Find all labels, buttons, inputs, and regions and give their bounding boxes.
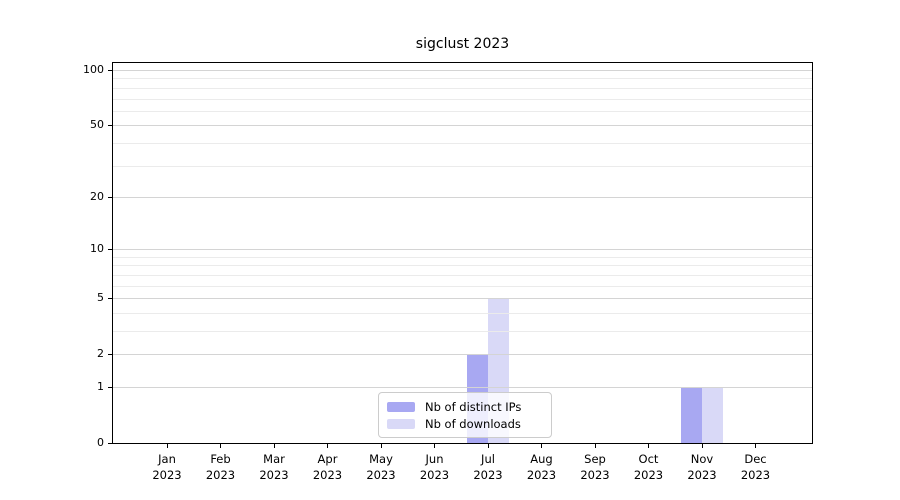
gridline-major [113,298,812,300]
legend-item-downloads: Nb of downloads [387,417,543,431]
x-tick-month: Aug [530,452,553,466]
x-tick-mark [273,444,275,448]
y-tick-mark [108,298,113,299]
y-tick-label: 0 [97,436,104,449]
x-tick-month: Jan [158,452,176,466]
x-tick-year: 2023 [687,468,717,482]
y-tick-label: 1 [97,379,104,393]
x-tick-mark [755,444,756,448]
y-tick-mark [108,249,113,250]
y-tick-mark [108,125,113,126]
gridline-minor [113,285,812,287]
x-tick-month: Nov [690,452,714,466]
y-tick-label: 20 [90,189,104,203]
x-tick-label: Jun 2023 [395,451,475,483]
x-tick-month: Apr [317,452,338,466]
gridline-major [113,354,812,356]
legend-label-downloads: Nb of downloads [425,416,521,431]
x-tick-month: Mar [263,452,285,466]
y-tick-mark [108,443,113,444]
x-tick-label: Mar 2023 [234,451,314,483]
y-tick-label: 50 [90,118,104,132]
x-tick-mark [594,444,596,448]
plot-area [113,62,812,443]
y-tick-label: 5 [97,291,104,305]
bar-distinct-ips-nov [681,386,702,443]
gridline-minor [113,98,812,100]
gridline-minor [113,256,812,258]
gridline-major [113,387,812,388]
x-tick-year: 2023 [152,468,182,482]
x-tick-label: Oct 2023 [609,451,689,483]
x-tick-label: Jul 2023 [448,451,528,483]
y-tick-mark [108,387,113,388]
gridline-minor [113,142,812,144]
x-tick-month: May [369,452,393,466]
legend-label-distinct-ips: Nb of distinct IPs [425,399,522,414]
bar-downloads-nov [702,386,723,443]
x-tick-month: Dec [744,452,767,466]
y-tick-label: 2 [97,347,104,361]
x-tick-label: Jan 2023 [127,451,207,483]
x-tick-mark [541,444,542,448]
chart-title: sigclust 2023 [415,36,510,52]
y-tick-label: 10 [90,242,104,256]
legend-swatch-downloads [387,418,415,429]
x-tick-month: Jun [425,452,444,466]
x-tick-mark [220,444,221,448]
x-tick-year: 2023 [419,468,450,482]
x-tick-year: 2023 [259,468,289,482]
x-tick-mark [166,444,168,448]
x-tick-month: Feb [210,452,231,466]
x-tick-mark [487,444,489,448]
gridline-minor [113,265,812,267]
x-tick-mark [434,444,435,448]
x-tick-year: 2023 [205,468,236,482]
y-tick-mark [108,70,113,71]
legend-item-distinct-ips: Nb of distinct IPs [387,400,543,414]
x-tick-label: Apr 2023 [288,451,368,483]
gridline-major [113,249,812,251]
gridline-major [113,70,812,71]
x-tick-label: Nov 2023 [662,451,742,483]
x-tick-label: Aug 2023 [502,451,582,483]
gridline-minor [113,312,812,314]
x-tick-mark [701,444,703,448]
gridline-major [113,125,812,127]
y-tick-mark [108,197,113,198]
x-tick-label: May 2023 [341,451,421,483]
x-tick-label: Sep 2023 [555,451,635,483]
x-tick-mark [380,444,382,448]
gridline-minor [113,87,812,89]
legend-swatch-distinct-ips [387,401,415,412]
x-tick-label: Feb 2023 [181,451,261,483]
gridline-minor [113,165,812,167]
gridline-major [113,196,812,198]
x-tick-month: Jul [481,452,495,466]
x-tick-year: 2023 [740,468,771,482]
gridline-minor [113,110,812,112]
gridline-minor [113,331,812,332]
gridline-minor [113,274,812,276]
x-tick-year: 2023 [366,468,396,482]
x-tick-month: Sep [584,452,606,466]
x-tick-year: 2023 [473,468,503,482]
y-tick-label: 100 [83,63,104,76]
x-tick-year: 2023 [580,468,610,482]
x-tick-year: 2023 [526,468,557,482]
x-tick-label: Dec 2023 [716,451,796,483]
y-tick-mark [108,354,113,355]
legend: Nb of distinct IPs Nb of downloads [378,392,552,438]
x-tick-mark [648,444,649,448]
x-tick-mark [327,444,328,448]
x-tick-year: 2023 [633,468,664,482]
gridline-minor [113,78,812,80]
x-tick-year: 2023 [312,468,343,482]
x-tick-month: Oct [638,452,659,466]
